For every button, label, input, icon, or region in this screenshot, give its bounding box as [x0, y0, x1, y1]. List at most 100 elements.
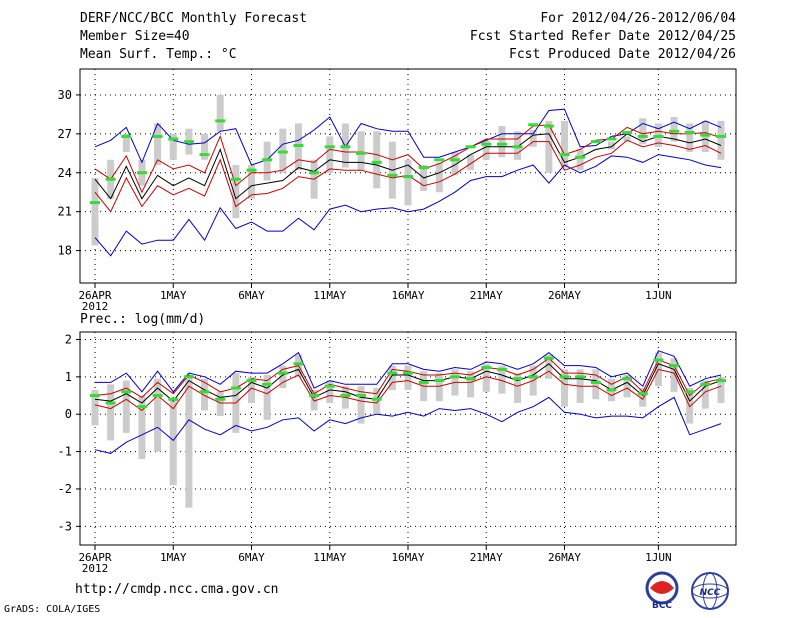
- range-box: [154, 123, 162, 165]
- range-box: [373, 388, 381, 415]
- bcc-logo-icon: BCC: [645, 571, 679, 611]
- range-box: [91, 177, 99, 246]
- y-tick-label: 21: [58, 205, 72, 219]
- x-tick-label: 26APR: [78, 289, 111, 302]
- range-box: [639, 118, 647, 145]
- spread-upper-line: [94, 357, 722, 399]
- x-tick-label: 26APR: [78, 551, 111, 564]
- y-tick-label: -2: [58, 482, 72, 496]
- member-size: Member Size=40: [80, 29, 190, 44]
- range-box: [216, 94, 224, 132]
- range-box: [670, 116, 678, 142]
- range-box: [326, 136, 334, 173]
- range-box: [576, 149, 584, 171]
- x-tick-label: 21MAY: [470, 551, 503, 564]
- range-box: [482, 140, 490, 160]
- spread-lower-line: [94, 368, 722, 412]
- range-box: [701, 380, 709, 409]
- spread-upper-line: [94, 124, 722, 194]
- max-line: [95, 350, 722, 393]
- x-tick-label: 16MAY: [391, 289, 424, 302]
- x-tick-label: 6MAY: [238, 551, 265, 564]
- year-label: 2012: [82, 562, 109, 575]
- x-tick-label: 21MAY: [470, 289, 503, 302]
- bcc-logo-text: BCC: [652, 601, 672, 611]
- x-tick-label: 11MAY: [313, 289, 346, 302]
- y-tick-label: -1: [58, 445, 72, 459]
- min-line: [94, 396, 722, 454]
- range-box: [561, 120, 568, 168]
- panel-ylabel: Prec.: log(mm/d): [80, 312, 205, 327]
- y-tick-label: 27: [58, 127, 72, 141]
- range-box: [451, 152, 459, 176]
- range-box: [248, 164, 255, 199]
- y-tick-label: -3: [58, 519, 72, 533]
- range-box: [498, 365, 506, 394]
- range-box: [607, 141, 615, 150]
- range-box: [357, 131, 365, 171]
- range-box: [545, 120, 553, 173]
- x-tick-label: 1JUN: [645, 289, 672, 302]
- range-box: [435, 373, 443, 402]
- range-box: [717, 120, 725, 160]
- range-box: [201, 133, 209, 160]
- range-box: [326, 380, 334, 403]
- variable-label: Mean Surf. Temp.: °C: [80, 47, 237, 62]
- range-box: [592, 369, 600, 400]
- temperature-panel: 18 21 24 27 30 26APR 1MAY 6MAY 11MAY 16MAY 21MAY 26…: [58, 68, 737, 313]
- range-box: [435, 162, 443, 193]
- grads-credit: GrADS: COLA/IGES: [4, 604, 101, 615]
- range-box: [138, 395, 146, 460]
- range-box: [482, 363, 490, 392]
- x-tick-label: 16MAY: [391, 551, 424, 564]
- range-box: [404, 365, 412, 390]
- y-tick-label: 1: [65, 370, 72, 384]
- range-box: [529, 129, 537, 147]
- forecast-period: For 2012/04/26-2012/06/04: [540, 11, 736, 26]
- x-tick-label: 26MAY: [548, 289, 581, 302]
- range-box: [498, 126, 506, 158]
- range-box: [670, 358, 678, 392]
- range-box: [514, 373, 522, 403]
- x-tick-label: 6MAY: [238, 289, 265, 302]
- min-line: [94, 154, 722, 257]
- range-box: [404, 159, 412, 206]
- range-box: [216, 391, 224, 417]
- range-box: [169, 399, 177, 486]
- y-tick-label: 0: [65, 407, 72, 421]
- range-box: [185, 374, 193, 508]
- y-tick-label: 2: [65, 332, 72, 346]
- range-box: [467, 371, 475, 398]
- range-box: [623, 374, 631, 398]
- range-box: [279, 365, 287, 389]
- year-label: 2012: [82, 300, 109, 313]
- x-tick-label: 1MAY: [160, 551, 187, 564]
- range-box: [717, 376, 725, 403]
- y-tick-label: 30: [58, 88, 72, 102]
- x-tick-label: 1MAY: [160, 289, 187, 302]
- x-tick-label: 1JUN: [645, 551, 672, 564]
- footer-url[interactable]: http://cmdp.ncc.cma.gov.cn: [75, 582, 279, 597]
- range-box: [373, 131, 381, 189]
- range-box: [201, 378, 209, 411]
- range-box: [545, 354, 553, 379]
- ncc-logo-icon: NCC: [691, 572, 729, 610]
- range-box: [91, 389, 99, 426]
- range-box: [154, 378, 162, 452]
- range-box: [263, 374, 271, 420]
- range-box: [467, 154, 475, 171]
- x-tick-label: 11MAY: [313, 551, 346, 564]
- range-box: [561, 369, 568, 407]
- fcst-started-date: Fcst Started Refer Date 2012/04/25: [469, 29, 736, 44]
- range-box: [639, 388, 647, 407]
- range-box: [623, 136, 631, 142]
- ensemble-mean-line: [94, 363, 722, 404]
- range-box: [122, 133, 130, 153]
- chart-title: DERF/NCC/BCC Monthly Forecast: [80, 11, 307, 26]
- precipitation-panel: -3 -2 -1 0 1 2 26APR 1MAY 6MAY 11MAY 16MAY 21MAY 26M…: [58, 312, 737, 575]
- range-box: [248, 376, 255, 403]
- range-box: [357, 386, 365, 424]
- ncc-logo-text: NCC: [700, 588, 721, 598]
- y-tick-label: 18: [58, 244, 72, 258]
